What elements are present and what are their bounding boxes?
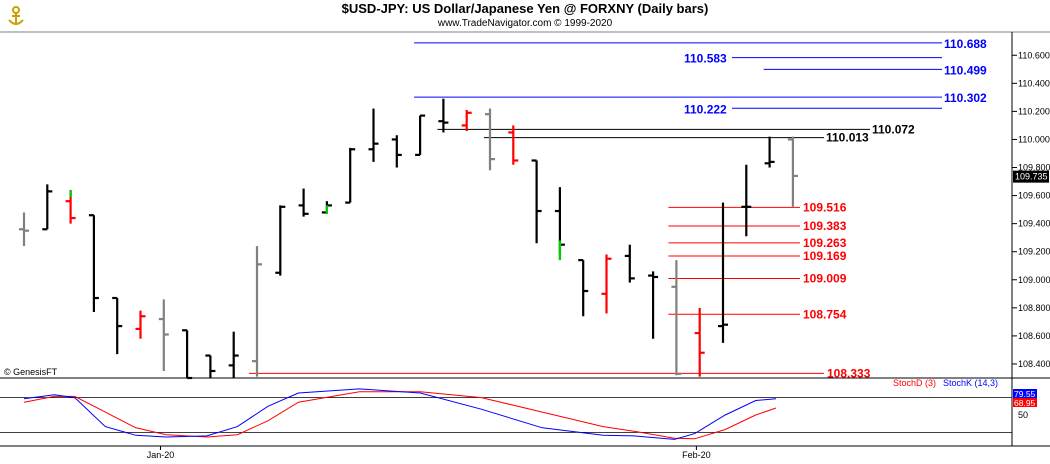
resistance-label: 110.072	[872, 122, 915, 136]
resistance-label: 110.013	[826, 131, 869, 145]
y-tick-label: 108.400	[1018, 359, 1050, 369]
ohlc-bar	[42, 184, 53, 231]
ohlc-bar	[298, 188, 309, 217]
trade-navigator-logo-icon	[4, 2, 28, 28]
retracement-label: 109.263	[803, 236, 847, 250]
ohlc-bar	[531, 159, 542, 244]
ohlc-bar	[671, 260, 682, 376]
y-tick-label: 108.800	[1018, 303, 1050, 313]
ohlc-bar	[252, 246, 262, 377]
ohlc-bar	[624, 244, 635, 283]
ohlc-bar	[228, 331, 239, 378]
stoch-k-value: 79.55	[1014, 389, 1036, 399]
y-tick-label: 109.600	[1018, 191, 1050, 201]
ohlc-bar	[718, 202, 728, 343]
retracement-label: 109.169	[803, 249, 847, 263]
ohlc-bar	[135, 310, 146, 339]
ohlc-bar	[648, 271, 659, 339]
ohlc-bar	[694, 307, 705, 377]
ohlc-bar	[461, 109, 472, 132]
ohlc-bar	[438, 98, 449, 133]
projection-label: 110.499	[944, 63, 987, 77]
y-tick-label: 109.800	[1018, 163, 1050, 173]
last-price-box	[1013, 170, 1049, 183]
x-tick-label: Feb-20	[682, 450, 711, 460]
ohlc-bar	[391, 135, 402, 168]
stoch-k-legend: StochK (14,3)	[943, 378, 998, 388]
retracement-label: 108.333	[827, 366, 871, 380]
ohlc-bar	[19, 212, 29, 247]
stoch-k-value-box	[1013, 389, 1037, 398]
ohlc-bar	[578, 259, 589, 317]
watermark: © GenesisFT	[4, 367, 58, 377]
last-price-label: 109.735	[1015, 172, 1048, 182]
ohlc-bar	[787, 136, 798, 207]
projection-label-bg	[682, 50, 732, 65]
ohlc-bar	[112, 296, 123, 355]
projection-label: 110.688	[944, 37, 987, 51]
y-tick-label: 108.600	[1018, 331, 1050, 341]
stoch-d-value: 68.95	[1014, 398, 1036, 408]
ohlc-bar	[601, 254, 612, 314]
projection-label: 110.302	[944, 91, 987, 105]
retracement-label: 109.516	[803, 200, 847, 214]
y-tick-label: 109.200	[1018, 247, 1050, 257]
ohlc-bar	[88, 214, 99, 313]
projection-label: 110.583	[684, 52, 727, 66]
retracement-label: 109.383	[803, 219, 847, 233]
stoch-d-value-box	[1013, 398, 1037, 407]
x-tick-label: Jan-20	[147, 450, 175, 460]
chart-subtitle: www.TradeNavigator.com © 1999-2020	[437, 18, 613, 29]
chart-title: $USD-JPY: US Dollar/Japanese Yen @ FORXN…	[341, 1, 709, 16]
stoch-d-legend: StochD (3)	[893, 378, 936, 388]
y-tick-label: 109.400	[1018, 219, 1050, 229]
projection-label: 110.222	[684, 102, 727, 116]
ohlc-bar	[368, 108, 379, 162]
retracement-label: 109.009	[803, 272, 847, 286]
ohlc-bar	[158, 299, 169, 371]
ohlc-bar	[415, 114, 426, 156]
ohlc-bar	[741, 164, 752, 237]
ohlc-bar	[182, 329, 193, 380]
ohlc-bar	[764, 136, 775, 168]
projection-label-bg	[682, 101, 732, 116]
ohlc-bar	[275, 205, 286, 276]
ohlc-bar	[485, 108, 495, 171]
stoch-tick-label: 50	[1018, 410, 1028, 420]
y-tick-label: 110.000	[1018, 134, 1050, 144]
ohlc-bar	[345, 147, 356, 204]
y-tick-label: 110.400	[1018, 78, 1050, 88]
ohlc-bar	[205, 354, 216, 378]
y-tick-label: 110.600	[1018, 50, 1050, 60]
y-tick-label: 110.200	[1018, 106, 1050, 116]
stoch-d-line	[23, 391, 777, 440]
retracement-label: 108.754	[803, 307, 847, 321]
ohlc-bar	[508, 125, 519, 165]
stoch-k-line	[23, 388, 777, 440]
y-tick-label: 109.000	[1018, 275, 1050, 285]
